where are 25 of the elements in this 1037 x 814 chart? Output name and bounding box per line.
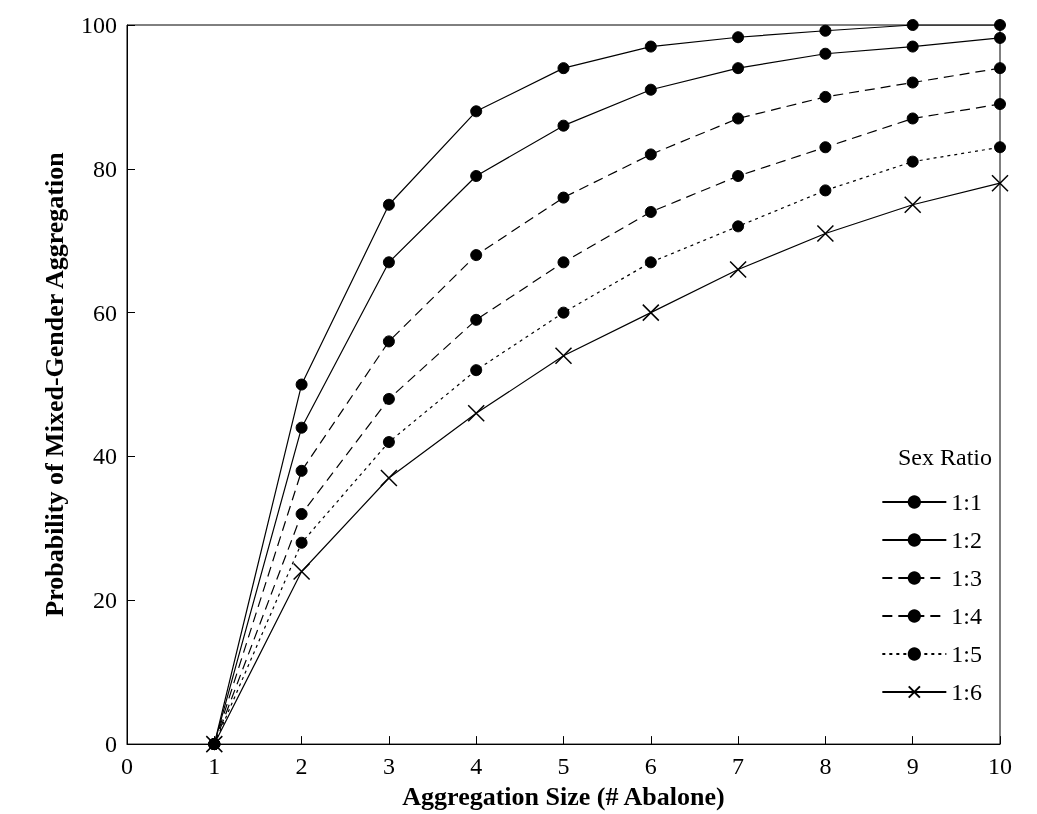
x-tick-label: 2	[295, 753, 308, 780]
legend-label: 1:5	[951, 641, 982, 667]
x-tick-label: 10	[988, 753, 1012, 780]
x-tick-label: 6	[644, 753, 657, 780]
legend-label: 1:6	[951, 679, 982, 705]
x-tick-label: 3	[382, 753, 395, 780]
x-tick-label: 4	[470, 753, 483, 780]
y-tick-label: 60	[93, 299, 117, 326]
y-axis-title: Probability of Mixed-Gender Aggregation	[39, 151, 69, 617]
y-tick-label: 100	[81, 12, 117, 38]
y-tick-label: 20	[93, 587, 117, 614]
x-tick-label: 1	[208, 753, 221, 780]
legend-title: Sex Ratio	[898, 444, 992, 470]
legend-label: 1:1	[951, 489, 982, 515]
x-tick-label: 7	[732, 753, 745, 780]
y-tick-label: 40	[93, 443, 117, 470]
legend-label: 1:3	[951, 565, 982, 591]
x-axis-title: Aggregation Size (# Abalone)	[402, 781, 725, 811]
y-tick-label: 0	[105, 731, 117, 758]
y-tick-label: 80	[93, 155, 117, 182]
x-tick-label: 5	[557, 753, 570, 780]
x-tick-label: 9	[906, 753, 919, 780]
x-tick-label: 8	[819, 753, 832, 780]
legend-label: 1:2	[951, 527, 982, 553]
legend-label: 1:4	[951, 603, 982, 629]
